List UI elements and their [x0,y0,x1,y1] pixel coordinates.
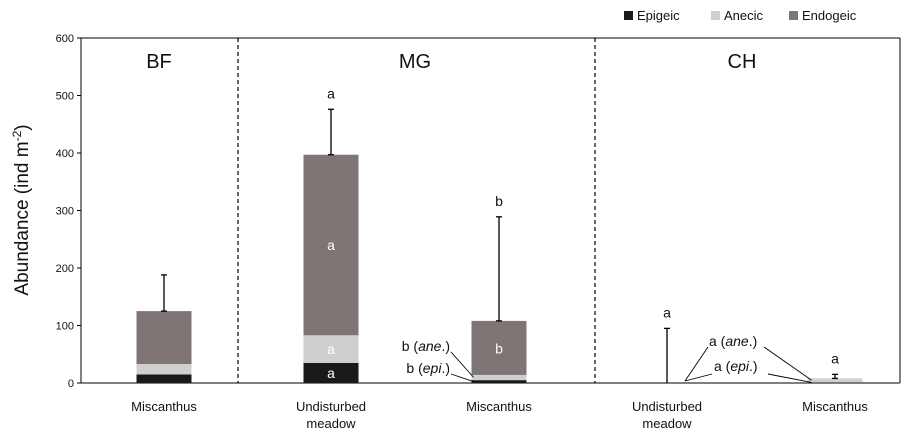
annotation-ch_ane: a (ane.) [709,333,757,349]
y-tick-label: 400 [56,148,74,160]
annotation-leader-mg-epigeic [450,373,474,382]
in-bar-letter-mg_um_ane: a [327,341,335,357]
annotation-mg_mis_epi: b (epi.) [406,360,450,376]
significance-letter-top: a [327,85,335,101]
annotation-leader-mg-anecic [450,351,474,378]
legend-swatch-anecic [711,11,720,20]
y-tick-label: 0 [68,378,74,390]
bar-segment-anecic [471,374,527,381]
annotation-leader-ch-epigeic-right [767,373,812,383]
annotation-ch_epi: a (epi.) [714,358,758,374]
bar-segment-anecic [807,378,863,383]
annotation-mg_mis_ane: b (ane.) [402,338,450,354]
y-tick-label: 600 [56,33,74,45]
y-tick-label: 500 [56,91,74,103]
category-label: meadow [642,416,692,431]
bar-segment-anecic [303,335,359,363]
category-label: Miscanthus [131,399,197,414]
significance-letter-top: b [495,193,503,209]
region-label-mg: MG [399,51,431,73]
bar-segment-endogeic [303,154,359,336]
bar-segment-epigeic [807,382,863,383]
legend-label-anecic: Anecic [724,8,764,23]
bar-segment-epigeic [303,362,359,383]
bar-segment-epigeic [136,374,192,383]
category-labels: Miscanthus Undisturbed meadow Miscanthus Und… [131,399,868,431]
in-bar-letter-mg_mis_endo: b [495,341,503,357]
legend: Epigeic Anecic Endogeic [624,8,857,23]
bars [136,154,863,383]
bar-segment-endogeic [136,311,192,365]
y-tick-label: 100 [56,321,74,333]
category-label: Undisturbed [632,399,702,414]
y-axis-title-superscript: -2 [10,130,24,141]
region-label-ch: CH [728,51,757,73]
category-label: Miscanthus [802,399,868,414]
significance-letter-top: a [663,304,671,320]
region-labels: BF MG CH [146,51,756,73]
y-tick-label: 300 [56,206,74,218]
region-label-bf: BF [146,51,172,73]
bar-segment-anecic [136,364,192,375]
legend-swatch-epigeic [624,11,633,20]
bar-segment-epigeic [471,380,527,383]
legend-swatch-endogeic [789,11,798,20]
annotation-leader-ch-anecic-left [684,346,709,382]
legend-label-epigeic: Epigeic [637,8,680,23]
bar-segment-endogeic [471,320,527,375]
y-axis-title: Abundance (ind m-2) [10,124,33,295]
annotation-leader-ch-epigeic-left [684,373,713,382]
category-label: meadow [306,416,356,431]
category-label: Undisturbed [296,399,366,414]
y-tick-label: 200 [56,263,74,275]
category-label: Miscanthus [466,399,532,414]
in-bar-letter-mg_um_endo: a [327,237,335,253]
in-bar-letter-mg_um_epi: a [327,365,335,381]
annotation-leader-ch-anecic-right [763,346,812,381]
y-axis: 0 100 200 300 400 500 600 [56,33,81,390]
significance-letter-top: a [831,350,839,366]
legend-label-endogeic: Endogeic [802,8,857,23]
